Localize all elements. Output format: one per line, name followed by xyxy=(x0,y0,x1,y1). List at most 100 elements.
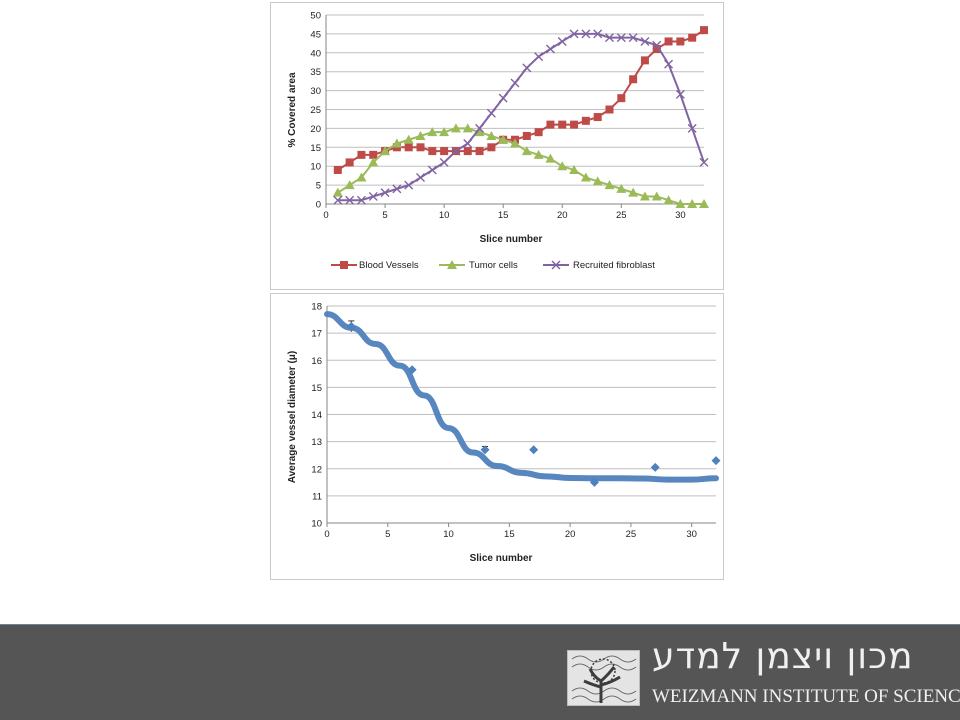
data-point-tumor-cells xyxy=(569,164,580,174)
data-point-blood-vessels xyxy=(546,120,555,129)
data-point-recruited-fibroblast xyxy=(463,139,473,149)
data-point-recruited-fibroblast xyxy=(652,40,662,50)
data-point-blood-vessels xyxy=(345,158,354,167)
data-point-tumor-cells xyxy=(580,172,591,182)
data-point-blood-vessels xyxy=(558,120,567,129)
data-point-blood-vessels xyxy=(475,147,484,156)
chart1-y-axis-title: % Covered area xyxy=(287,72,298,147)
data-point-blood-vessels xyxy=(652,45,661,54)
data-point-recruited-fibroblast xyxy=(628,33,638,43)
data-point-blood-vessels xyxy=(440,147,449,156)
y-tick-label: 35 xyxy=(310,67,321,78)
data-point-blood-vessels xyxy=(522,131,531,140)
data-point-recruited-fibroblast xyxy=(664,59,674,69)
data-point-tumor-cells xyxy=(439,127,450,137)
chart2-gridlines xyxy=(327,305,716,497)
data-point-tumor-cells xyxy=(486,130,497,140)
y-tick-label: 10 xyxy=(310,162,321,173)
data-point-recruited-fibroblast xyxy=(439,157,449,167)
y-tick-label: 30 xyxy=(310,86,321,97)
data-point-blood-vessels xyxy=(605,105,614,114)
data-point-diameter xyxy=(589,477,599,487)
data-point-tumor-cells xyxy=(639,191,650,201)
data-point-blood-vessels xyxy=(333,165,342,174)
data-point-recruited-fibroblast xyxy=(368,191,378,201)
data-point-recruited-fibroblast xyxy=(333,195,343,205)
legend-item-tumor-cells: Tumor cells xyxy=(439,260,518,271)
data-point-recruited-fibroblast xyxy=(569,29,579,39)
y-tick-label: 40 xyxy=(310,48,321,59)
institute-hebrew-name: מכון ויצמן למדע xyxy=(652,636,914,677)
y-tick-label: 15 xyxy=(310,143,321,154)
vessel-diameter-chart: 10 11 12 13 14 15 16 17 18 0 5 10 15 20 25 30 Slice num… xyxy=(270,293,724,580)
y-tick-label: 20 xyxy=(310,124,321,135)
data-point-blood-vessels xyxy=(463,147,472,156)
data-point-blood-vessels xyxy=(369,150,378,159)
x-tick-label: 20 xyxy=(565,529,576,540)
data-point-recruited-fibroblast xyxy=(605,33,614,43)
data-point-tumor-cells xyxy=(344,180,355,190)
x-tick-label: 10 xyxy=(443,529,454,540)
data-point-tumor-cells xyxy=(628,187,639,197)
vessel-diameter-chart-svg: 10 11 12 13 14 15 16 17 18 0 5 10 15 20 25 30 Slice num… xyxy=(287,302,721,564)
data-point-tumor-cells xyxy=(403,134,414,144)
data-point-tumor-cells xyxy=(699,199,709,208)
data-point-recruited-fibroblast xyxy=(522,63,532,73)
data-point-recruited-fibroblast xyxy=(451,146,461,156)
data-point-tumor-cells xyxy=(380,146,391,156)
series-line-recruited-fibroblast xyxy=(337,32,705,202)
data-point-recruited-fibroblast xyxy=(687,123,697,133)
x-tick-label: 20 xyxy=(557,210,568,221)
x-tick-label: 25 xyxy=(616,210,627,221)
chart1-axes xyxy=(325,15,704,208)
data-point-tumor-cells xyxy=(415,130,426,140)
data-point-recruited-fibroblast xyxy=(392,184,402,194)
data-point-blood-vessels xyxy=(416,143,425,152)
footer-divider xyxy=(0,624,960,625)
legend-label-recruited-fibroblast: Recruited fibroblast xyxy=(573,260,655,271)
data-point-recruited-fibroblast xyxy=(545,44,555,54)
data-point-recruited-fibroblast xyxy=(498,93,508,103)
chart2-x-axis-title: Slice number xyxy=(470,553,533,564)
x-tick-label: 15 xyxy=(504,529,515,540)
y-tick-label: 10 xyxy=(311,519,322,530)
data-point-blood-vessels xyxy=(629,75,638,84)
data-point-tumor-cells xyxy=(687,199,698,208)
chart1-gridlines xyxy=(326,14,704,186)
x-tick-label: 0 xyxy=(323,210,328,221)
data-point-blood-vessels xyxy=(700,26,708,35)
data-point-tumor-cells xyxy=(663,195,674,205)
y-tick-label: 0 xyxy=(316,200,321,211)
data-point-tumor-cells xyxy=(545,153,556,163)
data-point-recruited-fibroblast xyxy=(380,188,390,198)
data-point-recruited-fibroblast xyxy=(616,33,626,43)
data-point-tumor-cells xyxy=(391,138,402,148)
data-point-recruited-fibroblast xyxy=(557,36,567,46)
covered-area-chart: 0 5 10 15 20 25 30 35 40 45 50 0 5 10 15 20 25 30 Slice n… xyxy=(270,2,724,290)
legend-label-tumor-cells: Tumor cells xyxy=(469,260,518,271)
y-tick-label: 50 xyxy=(310,11,321,22)
data-point-blood-vessels xyxy=(688,33,697,42)
data-point-tumor-cells xyxy=(474,127,485,137)
data-point-recruited-fibroblast xyxy=(640,36,650,46)
data-point-recruited-fibroblast xyxy=(699,157,709,167)
data-point-tumor-cells xyxy=(557,161,568,171)
x-tick-label: 30 xyxy=(675,210,686,221)
weizmann-emblem-icon xyxy=(567,650,640,706)
x-tick-label: 30 xyxy=(686,529,697,540)
y-tick-label: 12 xyxy=(311,464,322,475)
data-point-tumor-cells xyxy=(368,157,379,167)
data-point-recruited-fibroblast xyxy=(404,180,414,190)
data-point-recruited-fibroblast xyxy=(345,195,355,205)
chart2-trendline xyxy=(324,311,719,483)
y-tick-label: 16 xyxy=(311,356,322,367)
x-tick-label: 25 xyxy=(626,529,637,540)
trendline-curve xyxy=(324,311,719,483)
data-point-tumor-cells xyxy=(533,149,544,159)
data-point-tumor-cells xyxy=(427,127,438,137)
data-point-recruited-fibroblast xyxy=(416,173,425,183)
legend-item-blood-vessels: Blood Vessels xyxy=(331,260,419,271)
data-point-blood-vessels xyxy=(640,56,649,65)
data-point-tumor-cells xyxy=(521,146,532,156)
y-tick-label: 17 xyxy=(311,329,322,340)
